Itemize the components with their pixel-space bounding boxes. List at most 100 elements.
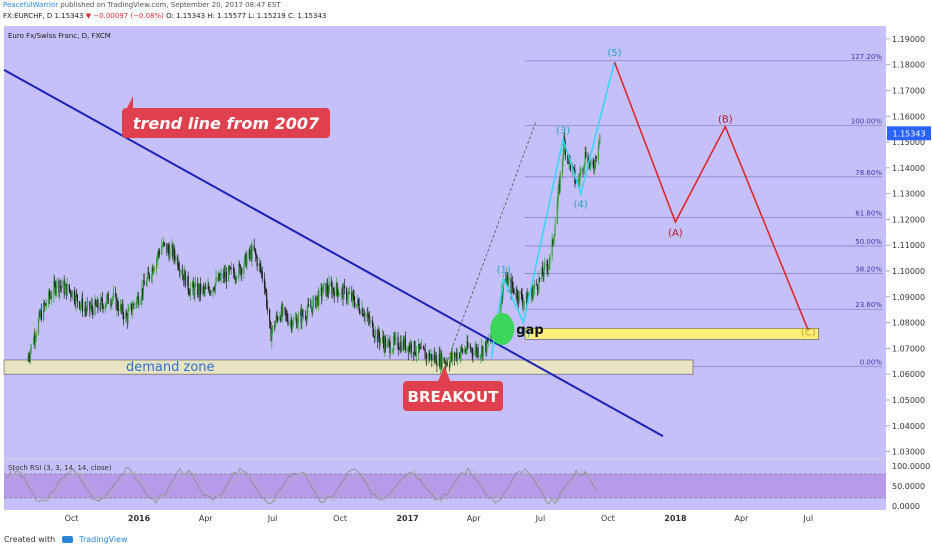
candle-body [208, 289, 211, 294]
candle-body [301, 310, 303, 323]
candle-body [198, 285, 200, 295]
candle-body [433, 354, 435, 361]
candle-body [532, 290, 534, 299]
candle-body [409, 343, 412, 350]
candle-body [274, 325, 276, 328]
candle-body [373, 335, 375, 337]
candle-body [91, 304, 93, 310]
candle-body [296, 323, 299, 328]
candle-body [459, 353, 462, 359]
candle-body [65, 283, 67, 286]
candle-body [536, 283, 538, 285]
candle-body [90, 304, 92, 308]
candle-body [204, 287, 206, 291]
candle-body [181, 270, 183, 276]
candle-body [342, 287, 344, 300]
candle-body [312, 300, 314, 313]
candle-body [177, 257, 179, 268]
candle-body [597, 146, 599, 159]
candle-body [307, 304, 309, 312]
candle-body [28, 356, 30, 358]
candle-body [191, 282, 194, 289]
candle-body [202, 287, 204, 294]
x-tick-label: Jul [267, 514, 278, 523]
candle-body [558, 184, 561, 191]
candle-body [29, 350, 32, 359]
candle-body [328, 282, 330, 293]
candle-body [544, 264, 546, 265]
candle-body [249, 250, 252, 256]
candle-body [423, 346, 425, 350]
candle-body [521, 293, 523, 301]
candle-body [400, 341, 402, 352]
candle-body [76, 293, 78, 295]
candle-body [73, 290, 76, 302]
candle-body [470, 347, 472, 350]
candle-body [84, 308, 87, 311]
rsi-signal-line [5, 468, 598, 504]
elliott-wave-label: (2) [516, 329, 530, 340]
candle-body [502, 284, 504, 297]
candle-body [425, 353, 427, 360]
candle-body [233, 267, 235, 274]
candle-body [193, 287, 195, 296]
candle-body [131, 309, 134, 313]
candle-body [315, 299, 318, 308]
candle-body [501, 291, 503, 297]
candle-body [266, 306, 269, 309]
candle-body [547, 266, 549, 270]
tradingview-brand[interactable]: TradingView [79, 535, 128, 544]
candle-body [361, 308, 363, 315]
gap-marker-icon [490, 313, 515, 346]
candle-body [573, 168, 575, 171]
candle-body [420, 346, 423, 349]
candle-body [85, 310, 87, 312]
y-tick-label: 1.07000 [892, 344, 925, 353]
candle-body [280, 316, 282, 321]
price-axis-background [886, 26, 932, 526]
candle-body [376, 330, 379, 342]
candle-body [183, 271, 186, 281]
candle-body [449, 359, 451, 367]
candle-body [335, 283, 338, 297]
price-chart[interactable]: 1.19000 1.18000 1.17000 1.16000 1.15000 1.140… [0, 26, 932, 526]
candle-body [81, 298, 83, 305]
candle-body [462, 349, 464, 353]
candle-body [313, 296, 315, 301]
candle-body [266, 292, 268, 307]
candle-body [110, 303, 112, 305]
candle-body [147, 271, 150, 275]
candle-body [552, 239, 554, 245]
candle-body [553, 235, 555, 240]
candle-body [194, 285, 196, 296]
candle-body [533, 283, 536, 288]
candle-body [225, 272, 227, 278]
candle-body [484, 341, 486, 348]
candle-body [33, 335, 35, 344]
candle-body [384, 338, 387, 348]
x-tick-label: Jul [802, 514, 813, 523]
candle-body [331, 285, 333, 295]
candle-body [236, 277, 238, 280]
chart-container[interactable]: 1.19000 1.18000 1.17000 1.16000 1.15000 1.140… [0, 26, 932, 526]
candle-body [112, 292, 114, 298]
candle-body [271, 332, 273, 342]
candle-body [310, 307, 313, 309]
elliott-wave-label: (4) [574, 200, 588, 211]
candle-body [366, 313, 368, 317]
candle-body [435, 355, 437, 365]
candle-body [217, 277, 219, 281]
candle-body [395, 337, 397, 339]
candle-body [469, 347, 471, 348]
candle-body [121, 304, 123, 309]
candle-body [537, 289, 539, 291]
trend-line [3, 68, 664, 437]
candle-body [351, 292, 354, 301]
candle-body [151, 267, 153, 277]
author-link[interactable]: PeacefulWarrior [3, 1, 59, 9]
candle-body [512, 287, 514, 289]
candle-body [402, 340, 404, 352]
candle-body [377, 330, 379, 342]
candle-body [326, 284, 328, 296]
candle-body [354, 302, 356, 308]
